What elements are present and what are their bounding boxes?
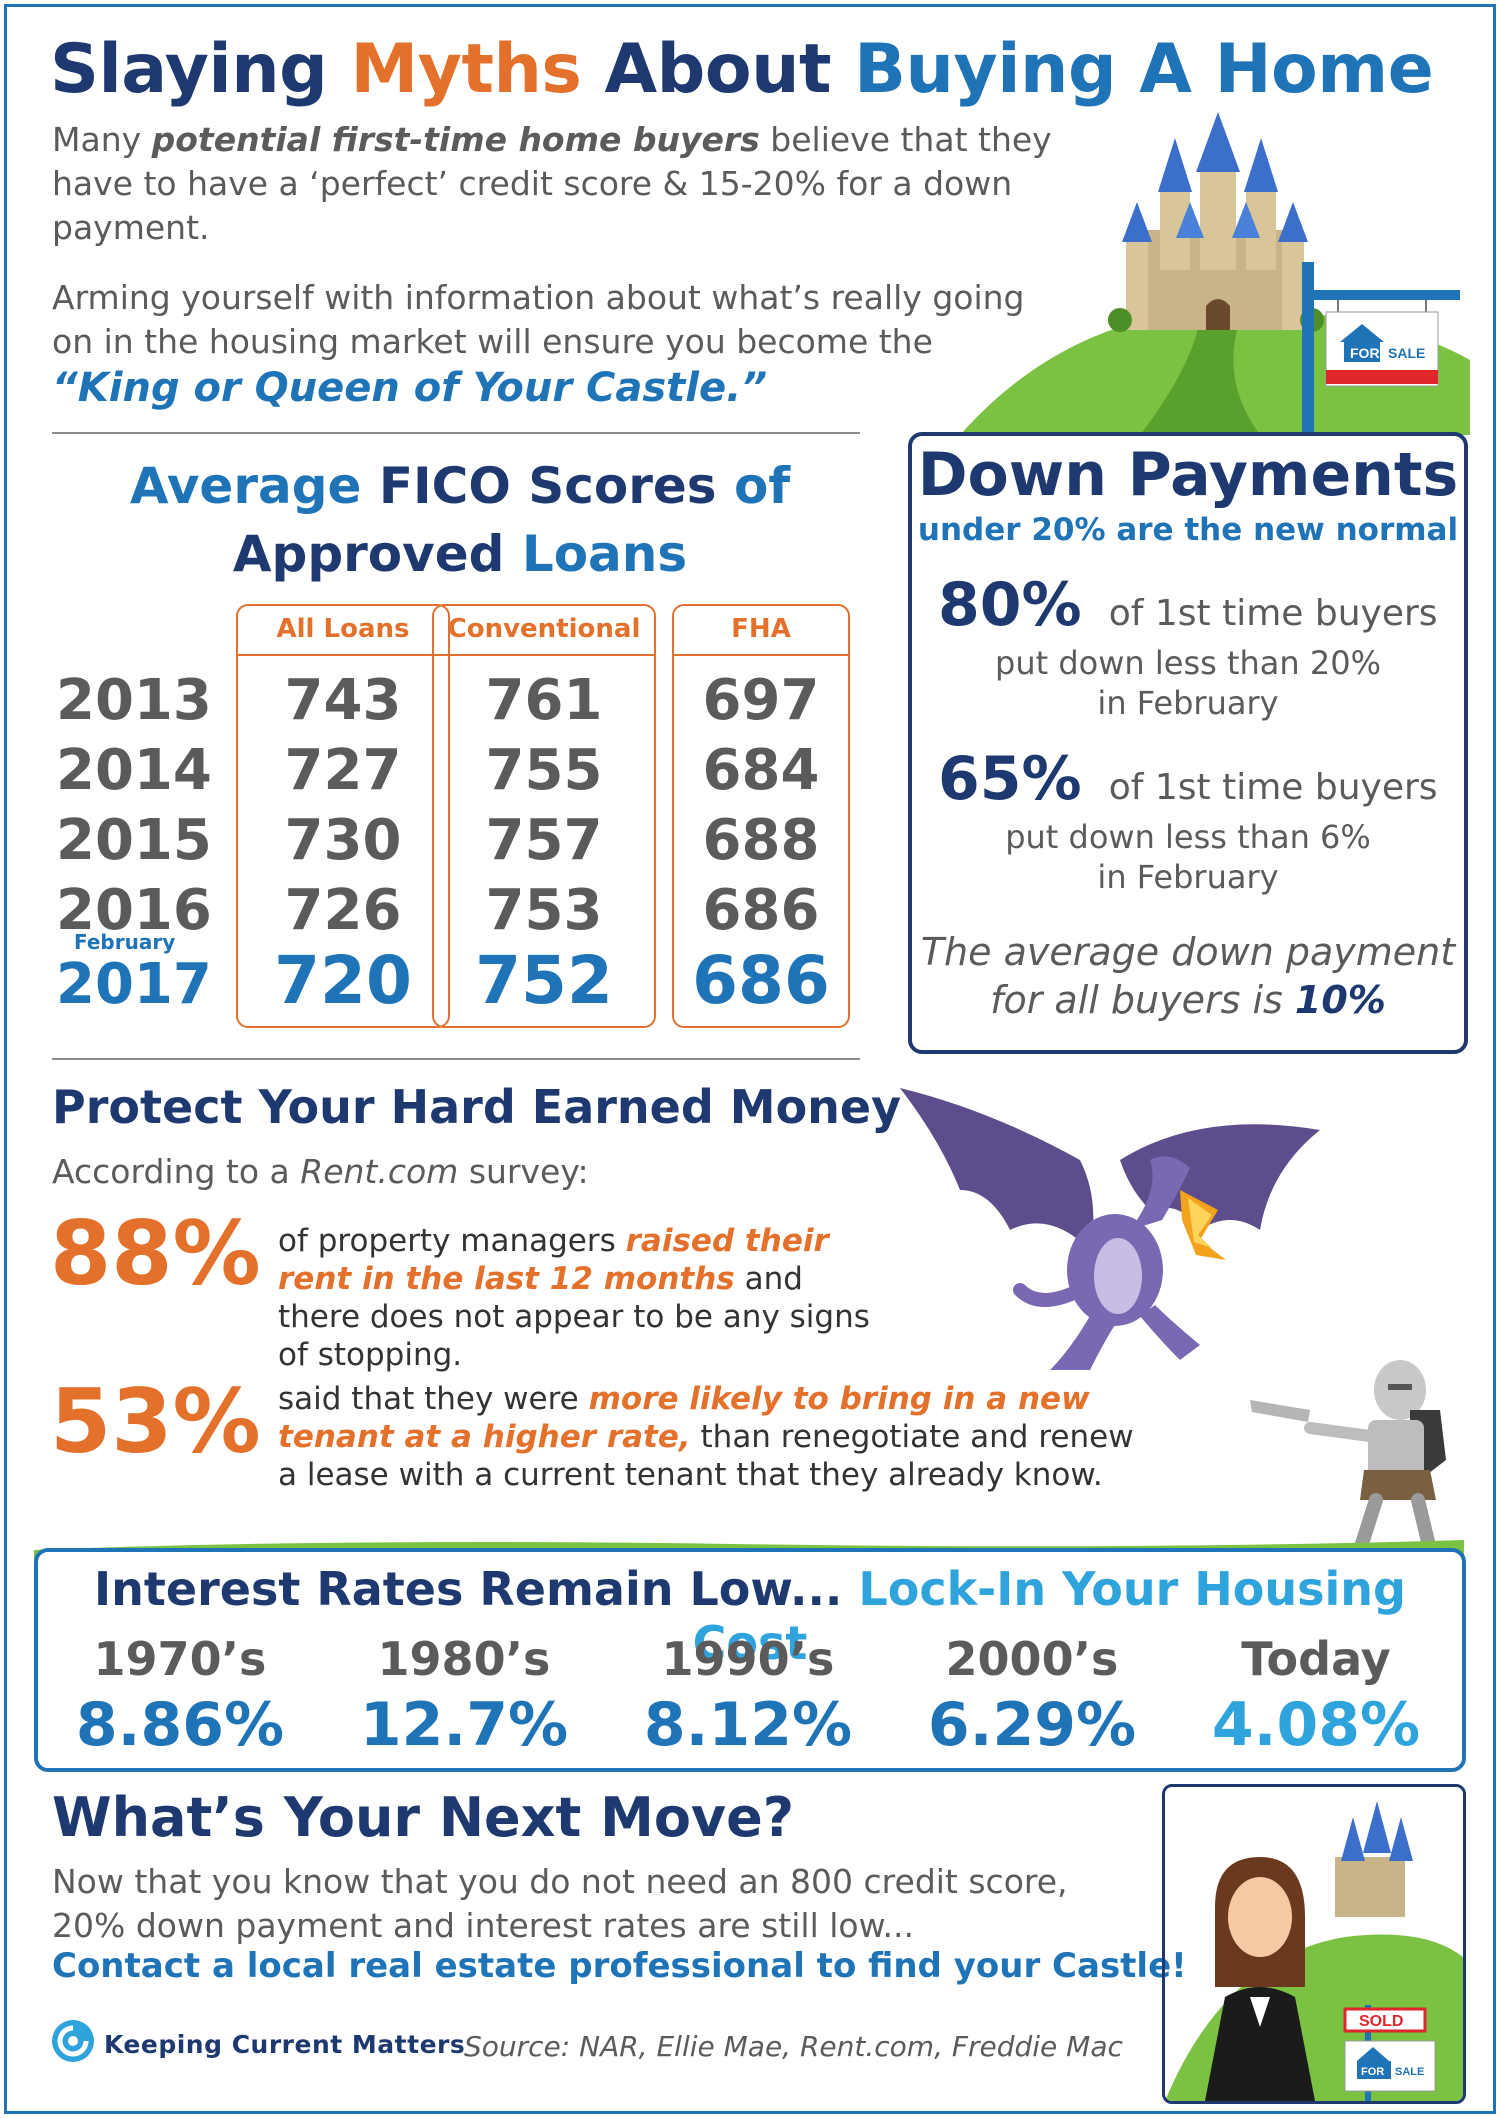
- dp-stat-2: 65% of 1st time buyers: [938, 744, 1438, 814]
- stat-88-percent: 88%: [50, 1202, 261, 1305]
- stat-53-percent: 53%: [50, 1370, 261, 1473]
- realtor-icon: SOLD FOR SALE: [1165, 1801, 1463, 2101]
- fico-score-cell: 720: [274, 942, 412, 1019]
- dragon-icon: [900, 1088, 1320, 1370]
- intro-paragraph-2: Arming yourself with information about w…: [52, 278, 1025, 361]
- interest-rate-value: 4.08%: [1211, 1690, 1421, 1760]
- fico-column-header: All Loans: [276, 614, 410, 644]
- down-payments-panel: [908, 432, 1468, 1054]
- interest-rate-value: 12.7%: [359, 1690, 569, 1760]
- source-note: Source: NAR, Ellie Mae, Rent.com, Freddi…: [464, 2030, 1123, 2063]
- protect-subheading: According to a Rent.com survey:: [52, 1152, 589, 1191]
- fico-column-divider: [432, 654, 656, 656]
- fico-score-cell: 686: [702, 878, 820, 943]
- fico-column-header: FHA: [731, 614, 791, 644]
- svg-text:FOR: FOR: [1361, 2066, 1384, 2078]
- interest-rate-value: 6.29%: [927, 1690, 1137, 1760]
- stat-88-text: of property managers raised their rent i…: [278, 1223, 870, 1373]
- fico-score-cell: 753: [485, 878, 603, 943]
- stat-53-text: said that they were more likely to bring…: [278, 1381, 1134, 1493]
- fico-score-cell: 755: [485, 738, 603, 803]
- interest-rate-value: 8.86%: [75, 1690, 285, 1760]
- fico-score-cell: 697: [702, 668, 820, 733]
- next-move-text: Now that you know that you do not need a…: [52, 1862, 1068, 1945]
- fico-score-cell: 752: [475, 942, 613, 1019]
- down-payments-heading: Down Payments: [917, 440, 1459, 510]
- fico-column-divider: [672, 654, 850, 656]
- fico-score-cell: 684: [702, 738, 820, 803]
- svg-text:SOLD: SOLD: [1359, 2013, 1403, 2030]
- intro-paragraph-1: Many potential first-time home buyers be…: [52, 120, 1052, 247]
- fico-year-label: 2016: [56, 878, 212, 943]
- kcm-brand: Keeping Current Matters: [104, 2030, 466, 2059]
- down-payments-subheading: under 20% are the new normal: [917, 512, 1459, 548]
- divider: [52, 432, 860, 434]
- for-sale-sign-icon: FOR SALE: [1302, 262, 1460, 432]
- dp-average-line-2: for all buyers is 10%: [990, 978, 1386, 1022]
- interest-rate-value: 8.12%: [643, 1690, 853, 1760]
- protect-heading: Protect Your Hard Earned Money: [52, 1080, 902, 1134]
- interest-period-label: 1970’s: [93, 1632, 267, 1686]
- fico-column-header: Conventional: [447, 614, 641, 644]
- svg-text:SALE: SALE: [1388, 345, 1425, 361]
- interest-period-label: 2000’s: [945, 1632, 1119, 1686]
- dp-stat-1-line-2: put down less than 20%: [995, 644, 1381, 682]
- fico-year-label: 2017: [56, 952, 212, 1017]
- fico-title-line-1: Average FICO Scores of: [129, 457, 791, 515]
- fico-year-label: 2013: [56, 668, 212, 733]
- fico-score-cell: 726: [284, 878, 402, 943]
- interest-rates-title: Interest Rates Remain Low... Lock-In You…: [94, 1562, 1406, 1670]
- dp-stat-2-line-3: in February: [1097, 858, 1279, 896]
- interest-period-label: 1980’s: [377, 1632, 551, 1686]
- fico-score-cell: 743: [284, 668, 402, 733]
- fico-year-label: 2014: [56, 738, 212, 803]
- next-move-cta: Contact a local real estate professional…: [52, 1946, 1187, 1986]
- dp-stat-1-line-3: in February: [1097, 684, 1279, 722]
- fico-score-cell: 761: [485, 668, 603, 733]
- kcm-logo-icon: [52, 2020, 94, 2062]
- fico-column-box: [236, 604, 450, 1028]
- fico-score-cell: 686: [692, 942, 830, 1019]
- fico-score-cell: 757: [485, 808, 603, 873]
- svg-text:SALE: SALE: [1395, 2066, 1424, 2078]
- fico-column-divider: [236, 654, 450, 656]
- next-move-heading: What’s Your Next Move?: [52, 1786, 795, 1849]
- dp-stat-1: 80% of 1st time buyers: [938, 570, 1438, 640]
- fico-score-cell: 727: [284, 738, 402, 803]
- dp-stat-2-line-2: put down less than 6%: [1005, 818, 1371, 856]
- king-queen-tagline: “King or Queen of Your Castle.”: [52, 365, 768, 411]
- page-title: Slaying Myths About Buying A Home: [50, 30, 1434, 109]
- fico-column-box: [432, 604, 656, 1028]
- fico-score-cell: 730: [284, 808, 402, 873]
- interest-rates-panel: [34, 1548, 1466, 1772]
- interest-period-label: 1990’s: [661, 1632, 835, 1686]
- fico-row-note: February: [74, 930, 176, 954]
- dp-average-line-1: The average down payment: [920, 930, 1456, 974]
- divider: [52, 1058, 860, 1060]
- fico-title-line-2: Approved Loans: [232, 525, 688, 583]
- page-frame: [4, 4, 1496, 2114]
- fico-year-label: 2015: [56, 808, 212, 873]
- fico-column-box: [672, 604, 850, 1028]
- interest-period-label: Today: [1241, 1632, 1391, 1686]
- fico-score-cell: 688: [702, 808, 820, 873]
- knight-icon: [1250, 1360, 1446, 1550]
- realtor-panel: SOLD FOR SALE: [1162, 1784, 1466, 2104]
- svg-text:FOR: FOR: [1350, 345, 1380, 361]
